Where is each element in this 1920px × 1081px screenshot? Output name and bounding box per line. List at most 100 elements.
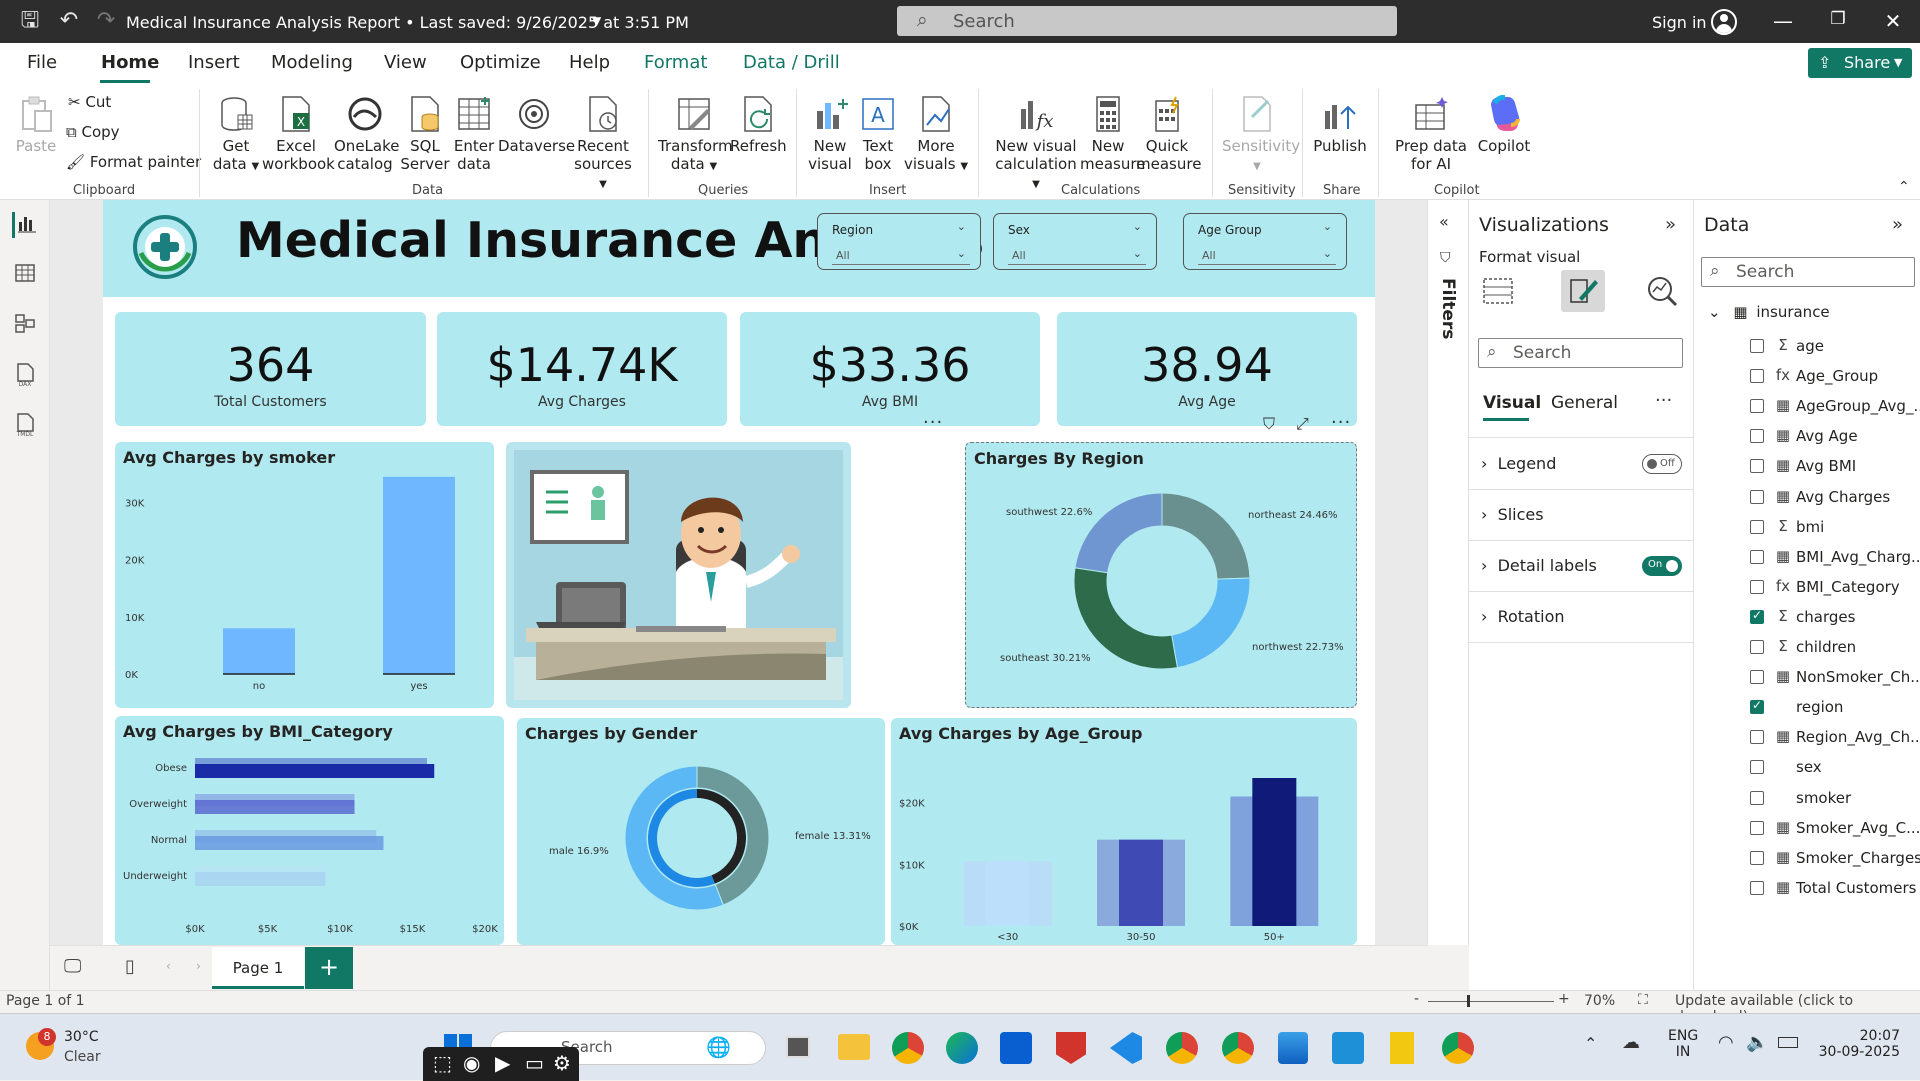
field-checkbox[interactable]: [1750, 670, 1764, 685]
chevron-down-icon[interactable]: ▼: [592, 14, 602, 28]
tab-visual[interactable]: Visual: [1483, 393, 1542, 413]
more-options-icon[interactable]: ···: [1655, 390, 1673, 411]
undo-icon[interactable]: ↶: [59, 8, 79, 33]
power-bi-icon[interactable]: [1390, 1032, 1414, 1064]
detail-labels-section[interactable]: › Detail labels: [1481, 556, 1597, 575]
save-icon[interactable]: 🖫: [20, 8, 40, 33]
cut-button[interactable]: ✂ Cut: [68, 93, 111, 111]
page-tab-1[interactable]: Page 1: [212, 947, 304, 989]
chrome-icon[interactable]: [1442, 1032, 1474, 1064]
quick-measure-button[interactable]: Quick measure: [1136, 95, 1201, 173]
field-checkbox[interactable]: [1750, 369, 1764, 384]
chrome-icon[interactable]: [892, 1032, 924, 1064]
viz-search-input[interactable]: ⌕ Search: [1478, 338, 1683, 368]
vscode-icon[interactable]: [1110, 1032, 1142, 1064]
format-painter-button[interactable]: 🖌 Format painter: [66, 153, 201, 171]
copy-button[interactable]: ⧉ Copy: [66, 123, 120, 141]
tmdl-view-icon[interactable]: TMDL: [12, 412, 38, 438]
new-measure-button[interactable]: New measure: [1080, 95, 1145, 173]
age-group-chart-card[interactable]: Avg Charges by Age_Group $0K $10K $20K <30 3…: [891, 718, 1357, 945]
smoker-chart-card[interactable]: Avg Charges by smoker 0K 10K 20K 30K no yes: [115, 442, 494, 708]
get-data-button[interactable]: Get data ▼: [208, 95, 264, 176]
desktop-layout-icon[interactable]: 🖵: [64, 956, 82, 977]
redo-icon[interactable]: ↷: [96, 8, 116, 33]
collapse-ribbon-icon[interactable]: ⌃: [1898, 179, 1910, 195]
filter-icon[interactable]: ⛉: [1263, 414, 1276, 433]
tab-modeling[interactable]: Modeling: [271, 52, 353, 73]
enter-data-button[interactable]: Enter data: [450, 95, 498, 173]
tab-format[interactable]: Format: [644, 52, 708, 73]
field-checkbox[interactable]: [1750, 608, 1764, 624]
edge-icon[interactable]: [946, 1032, 978, 1064]
store-icon[interactable]: [1000, 1032, 1032, 1064]
collapse-pane-icon[interactable]: »: [1665, 214, 1677, 235]
paste-button[interactable]: Paste: [14, 95, 58, 155]
task-view-icon[interactable]: [786, 1036, 810, 1058]
previous-page-icon[interactable]: ‹: [166, 959, 171, 973]
table-insurance[interactable]: ⌄ ▦ insurance: [1708, 303, 1830, 321]
avatar-icon[interactable]: [1711, 9, 1737, 35]
title-search-input[interactable]: ⌕ Search: [897, 6, 1397, 36]
photos-icon[interactable]: [1332, 1032, 1364, 1064]
tab-insert[interactable]: Insert: [188, 52, 240, 73]
transform-data-button[interactable]: Transform data ▼: [658, 95, 733, 176]
tab-data-drill[interactable]: Data / Drill: [743, 52, 840, 73]
field-checkbox[interactable]: [1750, 850, 1764, 865]
tab-view[interactable]: View: [384, 52, 427, 73]
field-checkbox[interactable]: [1750, 459, 1764, 474]
kpi-card-avg-bmi[interactable]: $33.36 Avg BMI: [740, 312, 1040, 426]
field-checkbox[interactable]: [1750, 519, 1764, 534]
data-search-input[interactable]: ⌕ Search: [1701, 257, 1915, 287]
more-options-icon[interactable]: ···: [1331, 412, 1352, 433]
restore-icon[interactable]: ❐: [1830, 9, 1846, 29]
language-indicator[interactable]: ENG IN: [1668, 1028, 1698, 1060]
field-total-customers[interactable]: ▦ Total Customers: [1750, 878, 1920, 900]
field-bmi-avg-charg-[interactable]: ▦ BMI_Avg_Charg...: [1750, 547, 1920, 569]
copilot-button[interactable]: Copilot: [1476, 95, 1532, 155]
file-explorer-icon[interactable]: [838, 1034, 870, 1060]
gear-icon[interactable]: ⚙: [553, 1051, 571, 1075]
new-visual-button[interactable]: New visual: [804, 95, 856, 173]
prep-data-for-ai-button[interactable]: Prep data for AI: [1386, 95, 1476, 173]
detail-labels-toggle[interactable]: On: [1642, 556, 1682, 576]
camera-icon[interactable]: ◉: [463, 1051, 481, 1075]
wifi-icon[interactable]: ◠: [1718, 1032, 1734, 1053]
field-checkbox[interactable]: [1750, 730, 1764, 745]
onedrive-offline-icon[interactable]: ☁: [1622, 1032, 1640, 1053]
chevron-down-icon[interactable]: ⌄: [1132, 220, 1142, 233]
field-checkbox[interactable]: [1750, 640, 1764, 654]
field-checkbox[interactable]: [1750, 760, 1764, 775]
field-avg-charges[interactable]: ▦ Avg Charges: [1750, 487, 1920, 509]
kpi-card-total-customers[interactable]: 364 Total Customers: [115, 312, 426, 426]
kpi-card-avg-age[interactable]: 38.94 Avg Age: [1057, 312, 1357, 426]
table-view-icon[interactable]: [12, 262, 38, 288]
database-app-icon[interactable]: [1278, 1032, 1308, 1064]
field-checkbox[interactable]: [1750, 880, 1764, 895]
mcafee-icon[interactable]: [1056, 1032, 1086, 1064]
chrome-profile-icon[interactable]: [1166, 1032, 1198, 1064]
chrome-profile-icon[interactable]: [1222, 1032, 1254, 1064]
kpi-card-avg-charges[interactable]: $14.74K Avg Charges: [437, 312, 727, 426]
share-button[interactable]: ⇪ Share ▼: [1808, 48, 1912, 78]
rotation-section[interactable]: › Rotation: [1481, 607, 1565, 626]
chevron-down-icon[interactable]: ⌄: [1132, 247, 1142, 260]
tab-file[interactable]: File: [27, 52, 58, 73]
field-smoker-avg-c-[interactable]: ▦ Smoker_Avg_C...: [1750, 818, 1920, 840]
bmi-chart-card[interactable]: Avg Charges by BMI_Category Obese Overwei…: [115, 716, 504, 945]
chevron-down-icon[interactable]: ⌄: [956, 247, 966, 260]
more-visuals-button[interactable]: More visuals ▼: [902, 95, 970, 176]
sql-server-button[interactable]: SQL Server: [400, 95, 450, 173]
sensitivity-button[interactable]: Sensitivity ▼: [1222, 95, 1300, 176]
chevron-up-icon[interactable]: ⌃: [1584, 1034, 1598, 1053]
field-avg-age[interactable]: ▦ Avg Age: [1750, 426, 1920, 448]
more-options-icon[interactable]: ···: [923, 412, 944, 433]
tab-home[interactable]: Home: [101, 52, 160, 73]
field-checkbox[interactable]: [1750, 790, 1764, 805]
region-slicer[interactable]: Region ⌄ All ⌄: [817, 213, 981, 270]
excel-workbook-button[interactable]: X Excel workbook: [262, 95, 335, 173]
refresh-button[interactable]: Refresh: [730, 95, 787, 155]
legend-section[interactable]: › Legend: [1481, 454, 1556, 473]
